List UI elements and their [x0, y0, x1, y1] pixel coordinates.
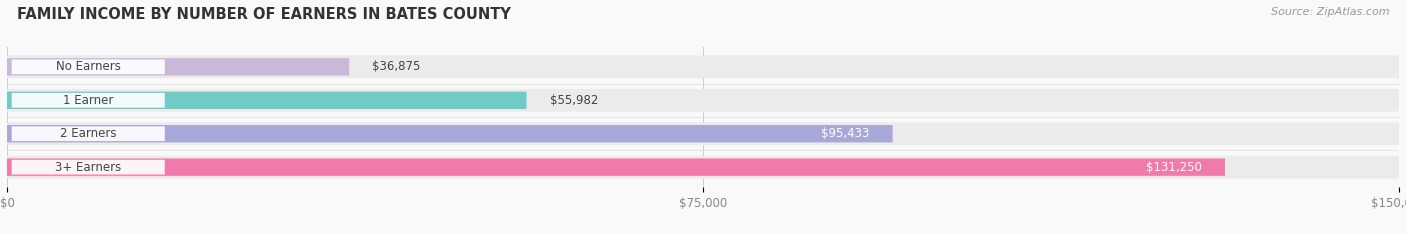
FancyBboxPatch shape [11, 93, 165, 108]
FancyBboxPatch shape [7, 158, 1225, 176]
Text: $95,433: $95,433 [821, 127, 869, 140]
FancyBboxPatch shape [7, 58, 349, 76]
FancyBboxPatch shape [11, 160, 165, 175]
Text: 2 Earners: 2 Earners [60, 127, 117, 140]
Text: $36,875: $36,875 [373, 60, 420, 73]
Text: 3+ Earners: 3+ Earners [55, 161, 121, 174]
FancyBboxPatch shape [7, 122, 1399, 145]
FancyBboxPatch shape [7, 89, 1399, 112]
Text: No Earners: No Earners [56, 60, 121, 73]
Text: 1 Earner: 1 Earner [63, 94, 114, 107]
FancyBboxPatch shape [7, 55, 1399, 78]
Text: $55,982: $55,982 [550, 94, 598, 107]
FancyBboxPatch shape [7, 156, 1399, 179]
FancyBboxPatch shape [7, 125, 893, 143]
FancyBboxPatch shape [11, 59, 165, 74]
FancyBboxPatch shape [11, 126, 165, 141]
Text: Source: ZipAtlas.com: Source: ZipAtlas.com [1271, 7, 1389, 17]
Text: FAMILY INCOME BY NUMBER OF EARNERS IN BATES COUNTY: FAMILY INCOME BY NUMBER OF EARNERS IN BA… [17, 7, 510, 22]
Text: $131,250: $131,250 [1146, 161, 1202, 174]
FancyBboxPatch shape [7, 91, 526, 109]
